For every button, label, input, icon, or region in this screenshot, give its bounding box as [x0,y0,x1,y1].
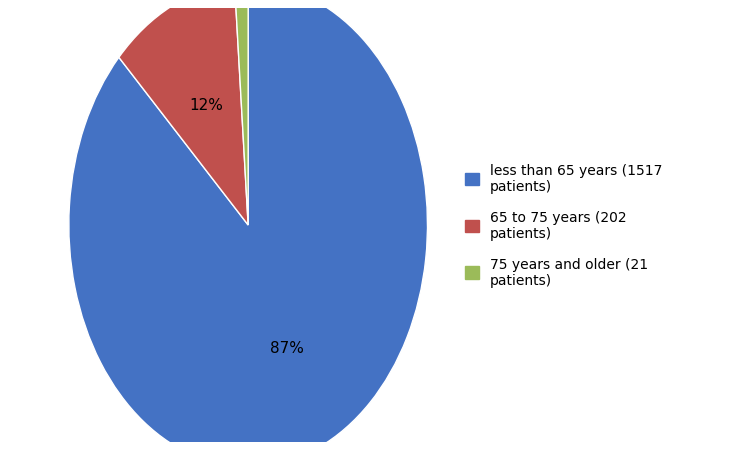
Text: 1%: 1% [0,450,1,451]
Text: 12%: 12% [190,98,223,113]
Wedge shape [119,0,248,226]
Wedge shape [69,0,427,451]
Legend: less than 65 years (1517
patients), 65 to 75 years (202
patients), 75 years and : less than 65 years (1517 patients), 65 t… [458,157,669,294]
Text: 87%: 87% [270,340,304,355]
Wedge shape [235,0,248,226]
